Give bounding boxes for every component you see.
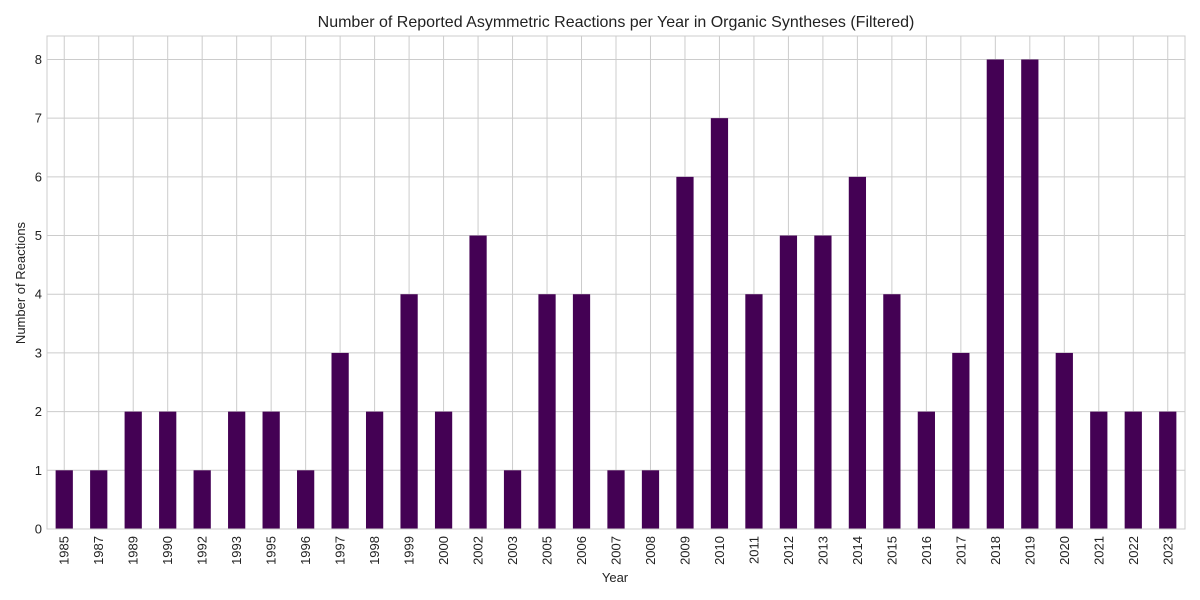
x-tick-label: 2020 (1057, 536, 1072, 565)
bar-2010 (710, 118, 729, 530)
y-tick-label: 2 (35, 404, 42, 419)
bar-1989 (124, 411, 142, 529)
bar-2005 (538, 294, 556, 529)
x-tick-label: 1989 (126, 536, 141, 565)
x-tick-label: 2014 (850, 536, 865, 565)
bar-1995 (262, 411, 280, 529)
x-tick-label: 1993 (229, 536, 244, 565)
x-tick-label: 2002 (471, 536, 486, 565)
bars (55, 59, 1177, 530)
bar-2012 (779, 235, 798, 530)
y-tick-label: 6 (35, 169, 42, 184)
bar-2017 (952, 352, 970, 529)
bar-2000 (434, 411, 453, 529)
chart-title: Number of Reported Asymmetric Reactions … (318, 14, 915, 31)
bar-2009 (676, 176, 694, 529)
x-tick-label: 2018 (988, 536, 1003, 565)
y-tick-label: 8 (35, 52, 42, 67)
x-tick-label: 2013 (815, 536, 830, 565)
bar-2015 (883, 294, 901, 529)
x-tick-label: 2017 (953, 536, 968, 565)
x-tick-label: 2010 (712, 536, 727, 565)
bar-2018 (986, 59, 1004, 529)
x-tick-label: 2021 (1091, 536, 1106, 565)
bar-2006 (572, 294, 591, 529)
bar-2013 (814, 235, 832, 530)
plot-frame (46, 35, 1186, 530)
x-tick-label: 2009 (677, 536, 692, 565)
bar-1987 (90, 470, 108, 529)
x-tick-label: 2006 (574, 536, 589, 565)
bar-2011 (745, 294, 763, 529)
bar-2002 (469, 235, 487, 530)
x-tick-label: 2003 (505, 536, 520, 565)
y-tick-label: 4 (35, 287, 42, 302)
x-tick-label: 2022 (1126, 536, 1141, 565)
x-tick-label: 2023 (1160, 536, 1175, 565)
bar-2008 (641, 470, 660, 529)
x-tick-label: 2019 (1022, 536, 1037, 565)
x-tick-label: 1996 (298, 536, 313, 565)
bar-1992 (193, 470, 211, 529)
bar-2007 (607, 470, 625, 529)
bar-1999 (400, 294, 418, 529)
bar-2014 (848, 176, 867, 529)
bar-1993 (228, 411, 246, 529)
y-tick-label: 1 (35, 463, 42, 478)
x-tick-labels: 1985 1987 1989 1990 1992 1993 1995 1996 1997 1998… (57, 536, 1176, 565)
x-tick-label: 2016 (919, 536, 934, 565)
x-tick-label: 2011 (746, 536, 761, 564)
x-tick-label: 1987 (91, 536, 106, 565)
x-tick-label: 1997 (333, 536, 348, 565)
x-tick-label: 1999 (402, 536, 417, 565)
bar-2003 (503, 470, 522, 529)
y-tick-label: 7 (35, 111, 42, 126)
y-tick-label: 0 (35, 522, 42, 537)
bar-1990 (159, 411, 177, 529)
bar-2019 (1021, 59, 1039, 529)
bar-1985 (55, 470, 73, 529)
x-tick-label: 2007 (609, 536, 624, 565)
bar-1998 (365, 411, 384, 529)
bar-2016 (917, 411, 935, 529)
y-tick-label: 3 (35, 345, 42, 360)
bar-1996 (297, 470, 315, 529)
bar-2023 (1159, 411, 1177, 529)
x-tick-label: 2015 (884, 536, 899, 565)
x-tick-label: 1992 (195, 536, 210, 565)
bar-2022 (1124, 411, 1142, 529)
bar-2020 (1055, 352, 1073, 529)
x-tick-label: 1995 (264, 536, 279, 565)
y-tick-label: 5 (35, 228, 42, 243)
x-tick-label: 2005 (540, 536, 555, 565)
x-tick-label: 2012 (781, 536, 796, 565)
y-axis-label: Number of Reactions (13, 221, 28, 344)
x-tick-label: 1985 (57, 536, 72, 565)
x-tick-label: 1990 (160, 536, 175, 565)
x-tick-label: 1998 (367, 536, 382, 565)
bar-2021 (1090, 411, 1108, 529)
bar-1997 (331, 352, 349, 529)
y-tick-labels: 0 1 2 3 4 5 6 7 8 (35, 52, 42, 537)
x-axis-label: Year (602, 570, 629, 585)
x-tick-label: 2000 (436, 536, 451, 565)
x-tick-label: 2008 (643, 536, 658, 565)
